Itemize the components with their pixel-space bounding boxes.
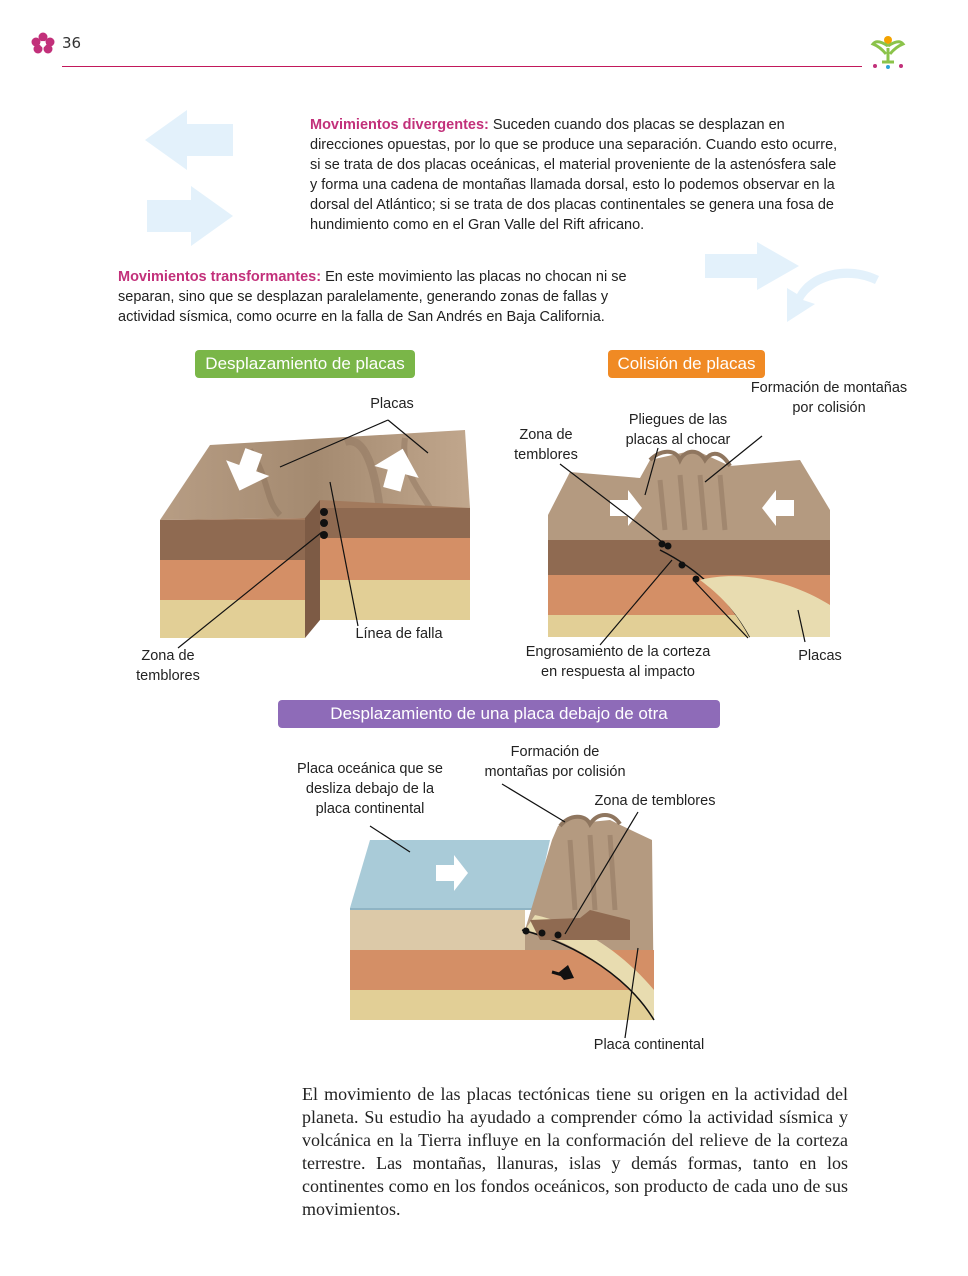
d2-label-pliegues-2: placas al chocar xyxy=(625,432,731,448)
flower-logo-icon xyxy=(31,32,55,54)
d1-label-zona-2: temblores xyxy=(136,668,200,684)
d1-label-placas: Placas xyxy=(370,396,414,412)
d3-label-oceanica-3: placa continental xyxy=(315,801,425,817)
d3-label-oceanica-2: desliza debajo de la xyxy=(305,781,435,797)
transform-fault-diagram xyxy=(160,419,470,649)
d2-label-zona-1: Zona de xyxy=(519,427,573,443)
closing-paragraph: El movimiento de las placas tectónicas t… xyxy=(302,1084,848,1219)
header-rule xyxy=(62,66,862,67)
person-logo-icon xyxy=(870,36,906,69)
transform-text: En este movimiento las placas no chocan … xyxy=(118,269,627,325)
transform-arrows-icon xyxy=(705,242,879,322)
transform-paragraph: Movimientos transformantes: En este movi… xyxy=(118,267,628,327)
d3-label-oceanica-1: Placa oceánica que se xyxy=(297,761,443,777)
d2-label-engros-2: en respuesta al impacto xyxy=(541,664,695,680)
d3-label-zona: Zona de temblores xyxy=(594,793,716,809)
d1-label-linea-falla: Línea de falla xyxy=(355,626,443,642)
d2-label-placas: Placas xyxy=(798,648,842,664)
divergent-title: Movimientos divergentes: xyxy=(310,117,489,133)
d2-label-zona-2: temblores xyxy=(514,447,578,463)
d3-label-formacion-2: montañas por colisión xyxy=(484,764,626,780)
page-number: 36 xyxy=(62,34,82,52)
divergent-paragraph: Movimientos divergentes: Suceden cuando … xyxy=(310,115,840,235)
d2-label-formacion-2: por colisión xyxy=(792,400,866,416)
d3-label-continental: Placa continental xyxy=(593,1037,705,1053)
d3-label-formacion-1: Formación de xyxy=(510,744,600,760)
divergent-text: Suceden cuando dos placas se desplazan e… xyxy=(310,117,838,233)
d2-label-formacion-1: Formación de montañas xyxy=(750,380,908,396)
diagram2-title: Colisión de placas xyxy=(608,350,765,378)
d2-label-engros-1: Engrosamiento de la corteza xyxy=(525,644,711,660)
diagram3-title: Desplazamiento de una placa debajo de ot… xyxy=(278,700,720,728)
d1-label-zona-1: Zona de xyxy=(141,648,195,664)
d2-label-pliegues-1: Pliegues de las xyxy=(628,412,728,428)
subduction-diagram xyxy=(350,783,655,1039)
collision-diagram xyxy=(548,435,830,646)
transform-title: Movimientos transformantes: xyxy=(118,269,322,285)
diagram1-title: Desplazamiento de placas xyxy=(195,350,415,378)
divergent-arrows-icon xyxy=(145,110,233,246)
